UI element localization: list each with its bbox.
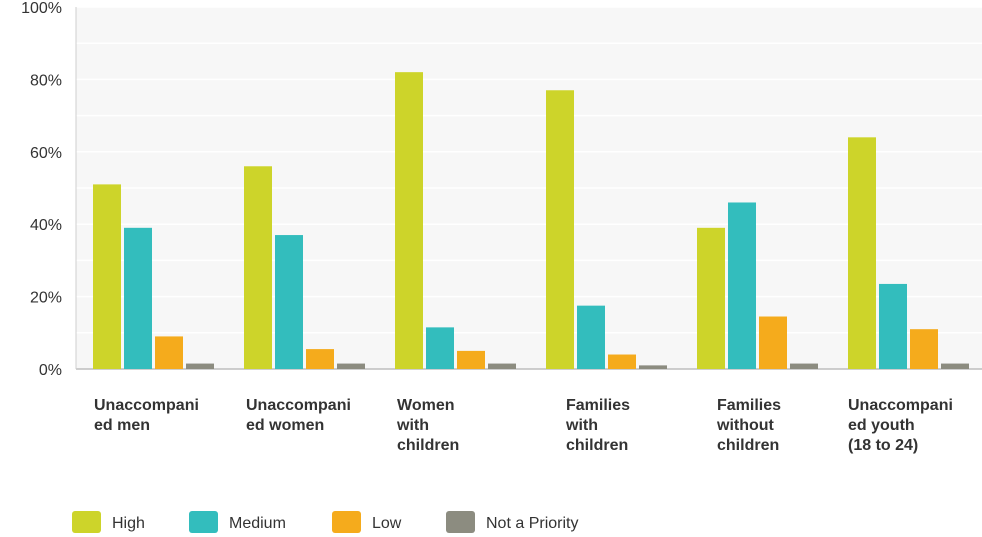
bar	[337, 363, 365, 369]
bar	[488, 363, 516, 369]
gridlines	[76, 6, 982, 370]
x-axis-labels: Unaccompani ed men Unaccompani ed women Wome…	[94, 397, 953, 454]
bar	[546, 90, 574, 369]
legend-swatch	[332, 511, 361, 533]
bar	[155, 336, 183, 369]
bar	[186, 363, 214, 369]
bar	[244, 166, 272, 369]
bar	[879, 283, 907, 369]
bar	[697, 227, 725, 369]
y-axis: 0% 20% 40% 60% 80% 100%	[21, 0, 77, 379]
y-tick-label: 60%	[30, 145, 62, 162]
x-tick-label: Women with children	[396, 397, 459, 454]
y-tick-label: 0%	[39, 362, 62, 379]
bar	[124, 227, 152, 369]
bar	[93, 184, 121, 369]
legend-label: Medium	[229, 515, 286, 532]
bar	[941, 363, 969, 369]
legend: High Medium Low Not a Priority	[72, 511, 578, 533]
y-tick-label: 100%	[21, 0, 62, 17]
bar	[639, 365, 667, 369]
x-tick-label: Families with children	[565, 397, 630, 454]
bar	[848, 137, 876, 369]
bar	[728, 202, 756, 369]
x-tick-label: Unaccompani ed women	[246, 397, 351, 434]
bar	[275, 235, 303, 369]
bar	[910, 329, 938, 369]
legend-label: Low	[372, 515, 402, 532]
bar	[457, 350, 485, 369]
bar	[306, 349, 334, 369]
y-tick-label: 40%	[30, 217, 62, 234]
bar	[759, 316, 787, 369]
bar	[426, 327, 454, 369]
bar	[608, 354, 636, 369]
bar	[395, 72, 423, 369]
legend-swatch	[446, 511, 475, 533]
legend-swatch	[72, 511, 101, 533]
bar	[790, 363, 818, 369]
bars	[93, 72, 969, 369]
legend-label: High	[112, 515, 145, 532]
x-tick-label: Unaccompani ed youth (18 to 24)	[848, 397, 953, 454]
x-tick-label: Families without children	[716, 397, 781, 454]
bar	[577, 305, 605, 369]
legend-swatch	[189, 511, 218, 533]
x-tick-label: Unaccompani ed men	[94, 397, 199, 434]
y-tick-label: 20%	[30, 290, 62, 307]
legend-label: Not a Priority	[486, 515, 578, 532]
y-tick-label: 80%	[30, 72, 62, 89]
